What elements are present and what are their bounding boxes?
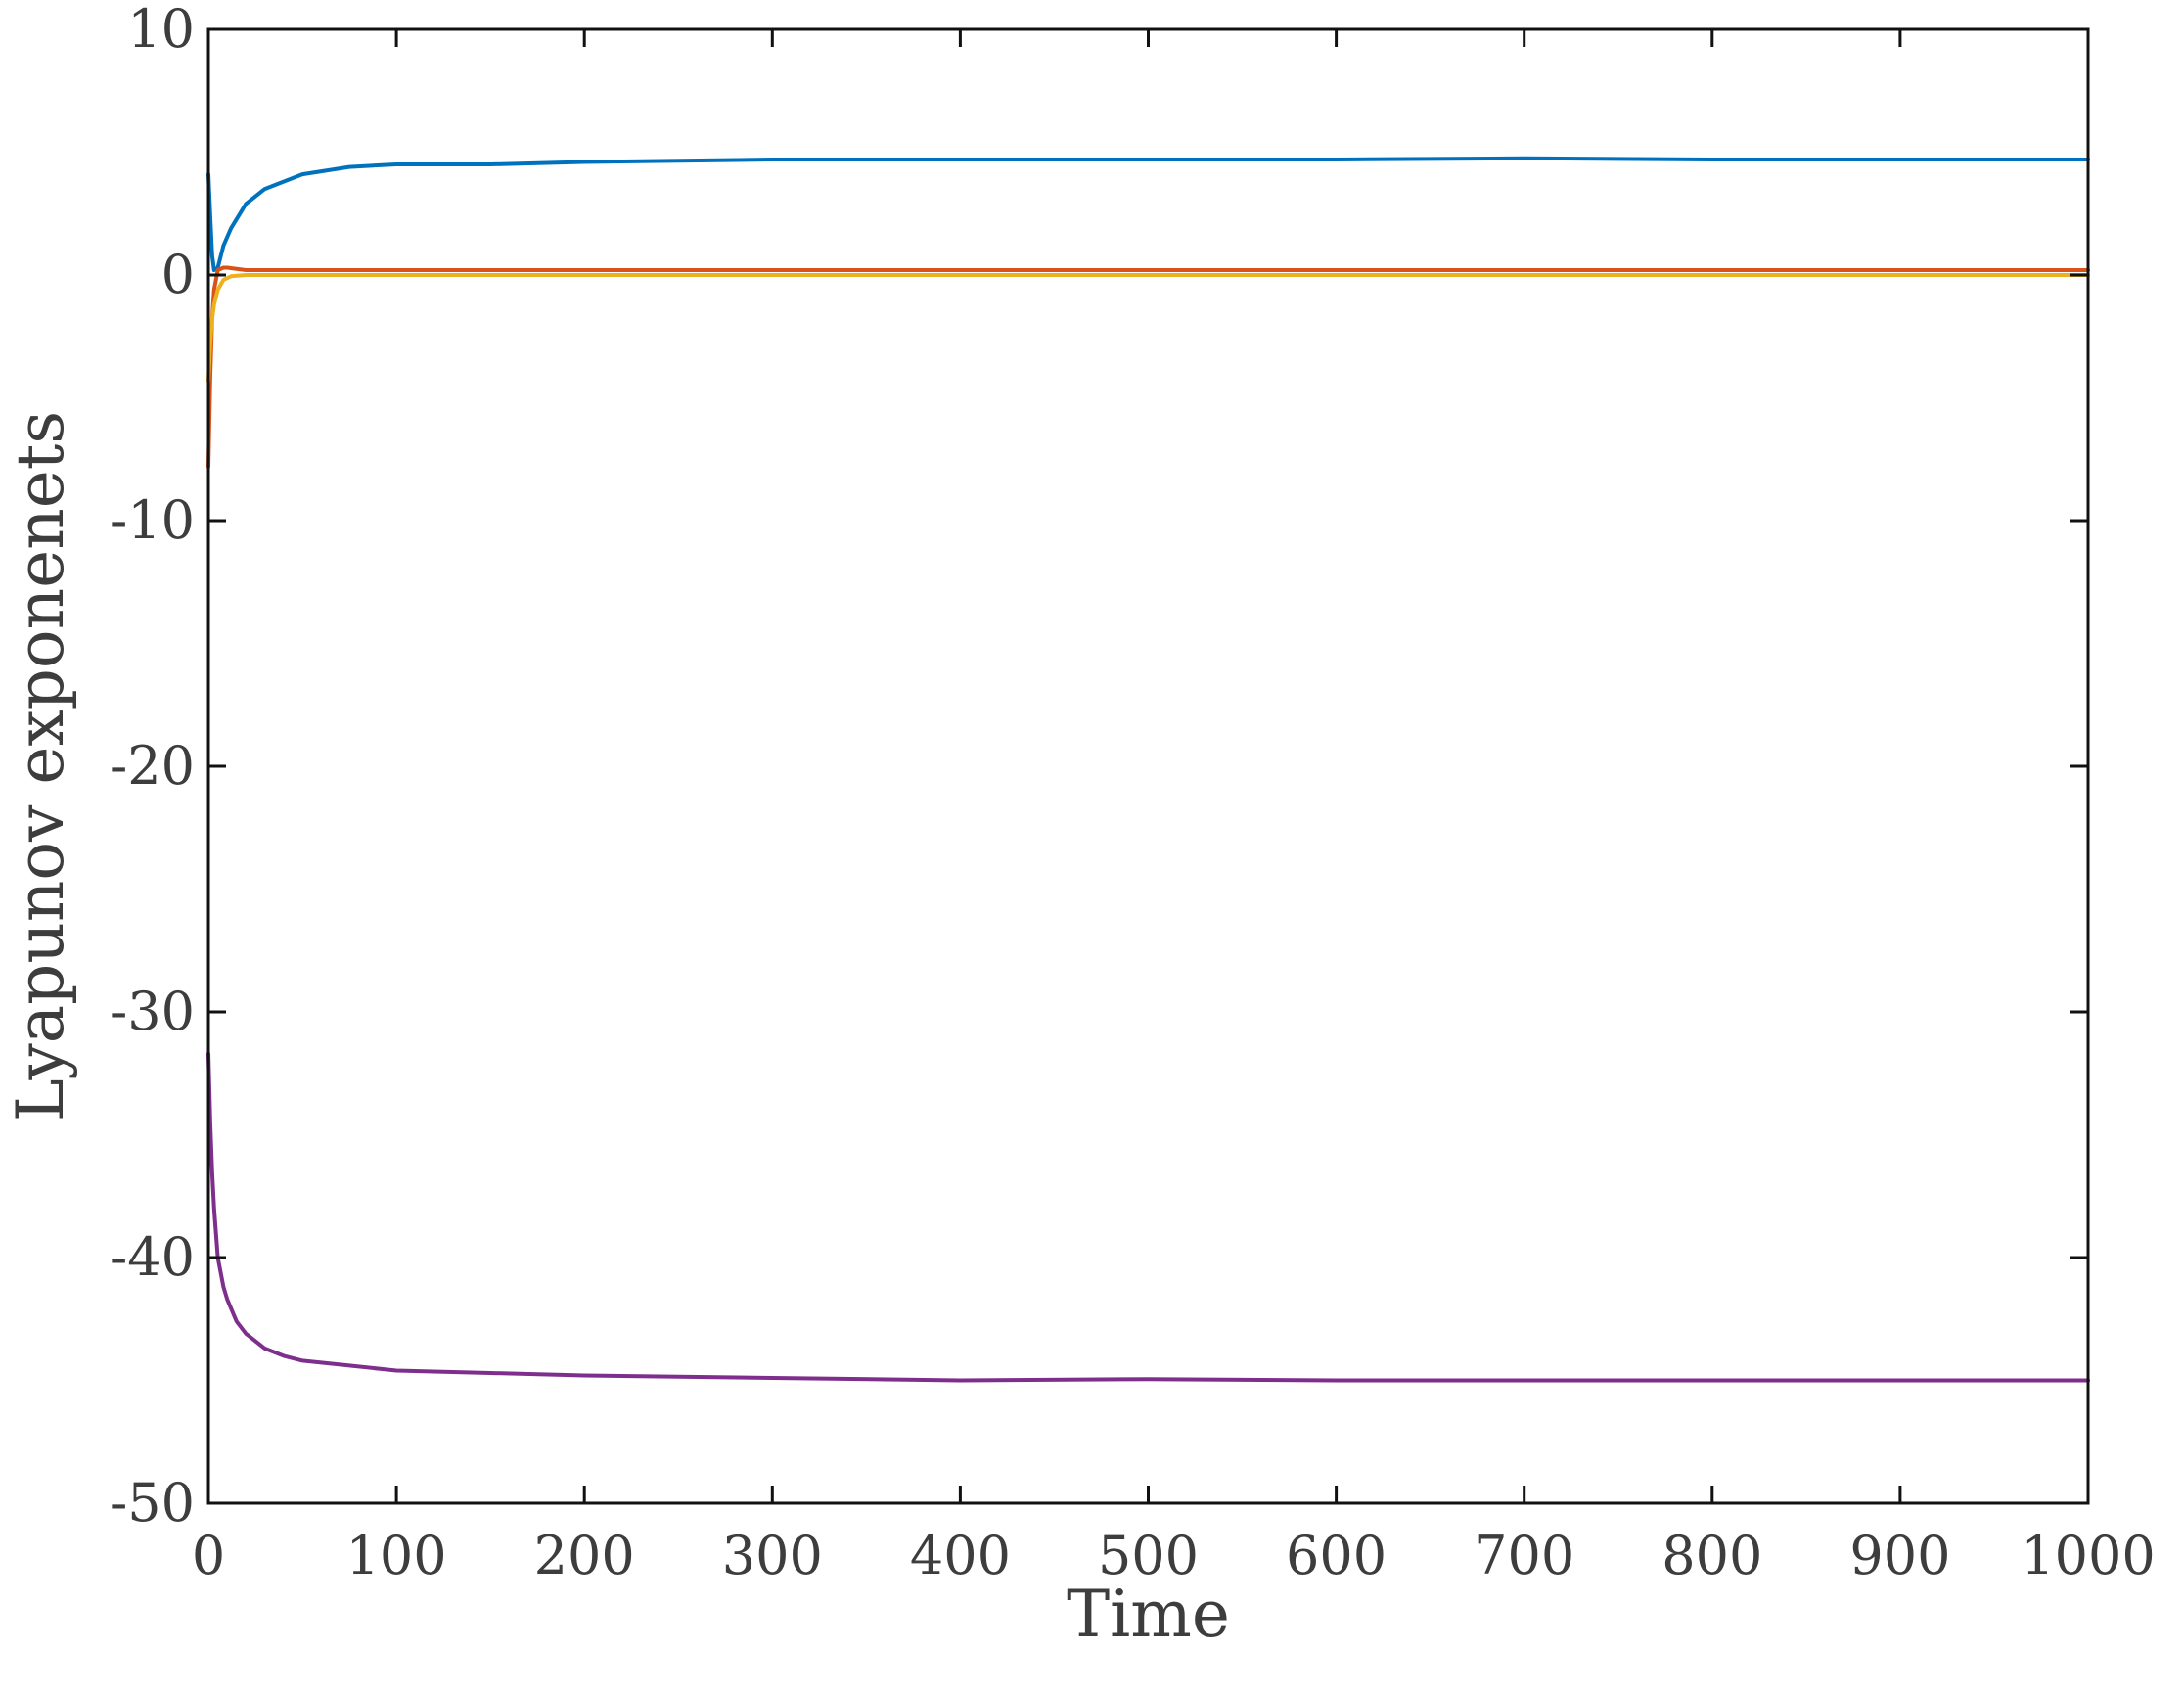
series-layer — [206, 156, 2090, 1383]
ticks-layer — [206, 27, 2090, 1505]
plot-frame — [206, 27, 2090, 1505]
x-tick-label: 1000 — [2021, 1525, 2155, 1586]
y-tick-label: -30 — [110, 981, 195, 1042]
x-tick-label: 500 — [1098, 1525, 1199, 1586]
series-line-2 — [206, 265, 2090, 469]
x-tick-label: 300 — [722, 1525, 823, 1586]
x-tick-label: 900 — [1849, 1525, 1950, 1586]
labels-layer: 0 100 200 300 400 500 600 700 800 900 1000100-10-2… — [110, 0, 2156, 1586]
y-tick-label: 10 — [127, 0, 195, 60]
x-tick-label: 700 — [1474, 1525, 1574, 1586]
series-line-1 — [206, 156, 2090, 272]
x-tick-label: 800 — [1661, 1525, 1762, 1586]
x-tick-label: 600 — [1286, 1525, 1387, 1586]
y-tick-label: -50 — [110, 1472, 195, 1534]
series-line-4 — [206, 1051, 2090, 1383]
y-tick-label: 0 — [161, 244, 195, 305]
x-axis-title: Time — [1067, 1577, 1230, 1652]
x-tick-label: 400 — [910, 1525, 1011, 1586]
y-tick-label: -10 — [110, 489, 195, 551]
y-tick-label: -20 — [110, 735, 195, 797]
x-tick-label: 100 — [346, 1525, 447, 1586]
x-tick-label: 200 — [534, 1525, 635, 1586]
x-tick-label: 0 — [192, 1525, 225, 1586]
y-axis-title: Lyapunov exponenets — [3, 411, 78, 1122]
series-line-3 — [206, 273, 2090, 383]
y-tick-label: -40 — [110, 1226, 195, 1288]
